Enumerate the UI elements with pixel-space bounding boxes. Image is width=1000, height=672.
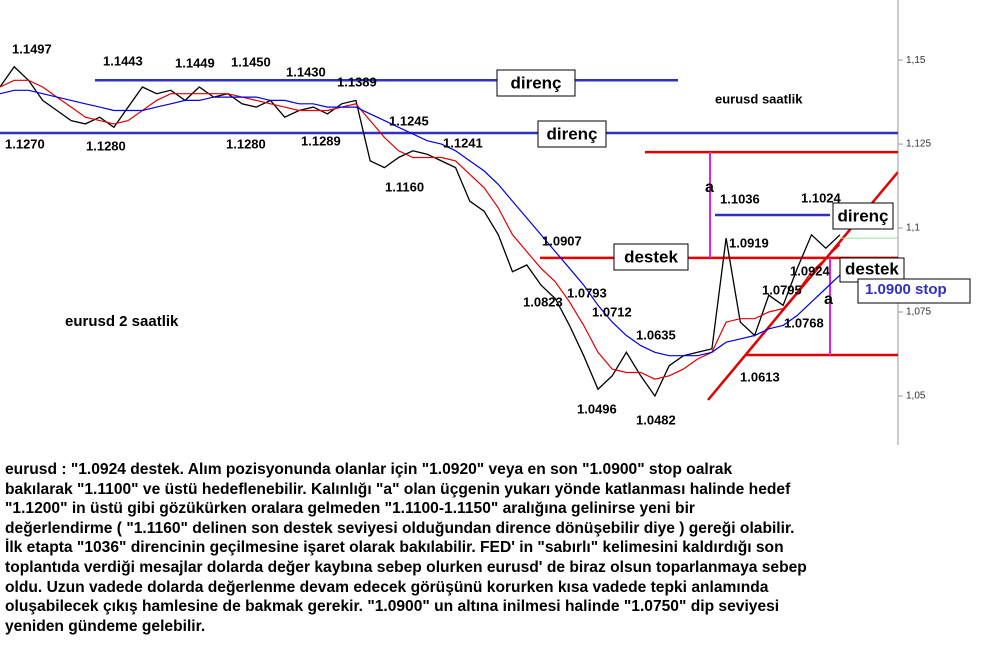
commentary-line: bakılarak "1.1100" ve üstü hedeflenebili… [5, 480, 791, 498]
commentary-line: değerlendirme ( "1.1160" delinen son des… [5, 519, 795, 537]
price-label: 1.0496 [577, 401, 617, 416]
commentary-line: İlk etapta "1036" direncinin geçilmesine… [5, 539, 784, 557]
price-label: 1.0919 [729, 235, 769, 250]
price-label: 1.0907 [542, 233, 582, 248]
annotation-box [839, 257, 905, 283]
price-label: 1.1449 [175, 55, 215, 70]
y-tick-label: 1,125 [906, 139, 931, 150]
price-label: 1.1430 [286, 64, 326, 79]
price-label: 1.1270 [5, 136, 45, 151]
level-label-box [496, 69, 576, 97]
annotation: a [824, 291, 833, 308]
annotation-box [857, 278, 971, 304]
price-label: 1.0793 [567, 285, 607, 300]
level-label-box [832, 202, 894, 230]
price-line [0, 65, 841, 398]
price-label: 1.0795 [762, 282, 802, 297]
level-label-box [537, 120, 607, 148]
commentary-line: oldu. Uzun vadede dolarda değerlenme dev… [5, 578, 769, 596]
price-label: 1.1241 [443, 135, 483, 150]
y-tick-label: 1,05 [906, 391, 926, 402]
price-label: 1.0482 [636, 412, 676, 427]
commentary: eurusd : "1.0924 destek. Alım pozisyonun… [5, 460, 995, 636]
level-label: direnç [837, 206, 888, 225]
price-label: 1.1497 [12, 41, 52, 56]
commentary-line: "1.1200" in üstü gibi gözükürken oralara… [5, 500, 695, 518]
price-label: 1.1024 [801, 190, 842, 205]
price-label: 1.1450 [231, 54, 271, 69]
chart: 1,05 1,075 1,1 1,125 1,15 direnç direnç destek d… [0, 0, 971, 445]
level-label: direnç [546, 124, 597, 143]
y-tick-label: 1,1 [906, 223, 920, 234]
commentary-line: oluşabilecek çıkış hamlesine de bakmak g… [5, 598, 780, 616]
price-label: 1.0823 [523, 294, 563, 309]
price-label: 1.1443 [103, 53, 143, 68]
level-label: direnç [510, 73, 561, 92]
level-label-box [613, 243, 689, 271]
price-line [0, 79, 841, 380]
price-label: 1.1036 [720, 191, 760, 206]
annotation: eurusd 2 saatlik [65, 313, 179, 330]
commentary-line: yeniden gündeme gelebilir. [5, 617, 206, 635]
annotation: a [705, 179, 714, 196]
level-label: destek [624, 247, 678, 266]
annotation: 1.0900 stop [865, 281, 947, 298]
price-label: 1.0768 [784, 315, 824, 330]
price-label: 1.1245 [389, 113, 429, 128]
annotation: eurusd saatlik [715, 91, 803, 106]
price-line [0, 89, 841, 357]
annotation: destek [845, 259, 899, 278]
price-label: 1.1280 [226, 136, 266, 151]
price-label: 1.1160 [385, 179, 424, 194]
price-label: 1.1280 [86, 138, 126, 153]
price-label: 1.1289 [301, 133, 341, 148]
price-label: 1.0635 [636, 327, 676, 342]
price-label: 1.0712 [592, 304, 632, 319]
price-label: 1.0924 [790, 263, 831, 278]
y-tick-label: 1,15 [906, 55, 926, 66]
price-label: 1.0613 [740, 369, 780, 384]
commentary-line: toplantıda verdiği mesajlar dolarda değe… [5, 558, 807, 576]
price-label: 1.1389 [337, 74, 377, 89]
y-tick-label: 1,075 [906, 307, 931, 318]
commentary-line: eurusd : "1.0924 destek. Alım pozisyonun… [5, 461, 733, 478]
